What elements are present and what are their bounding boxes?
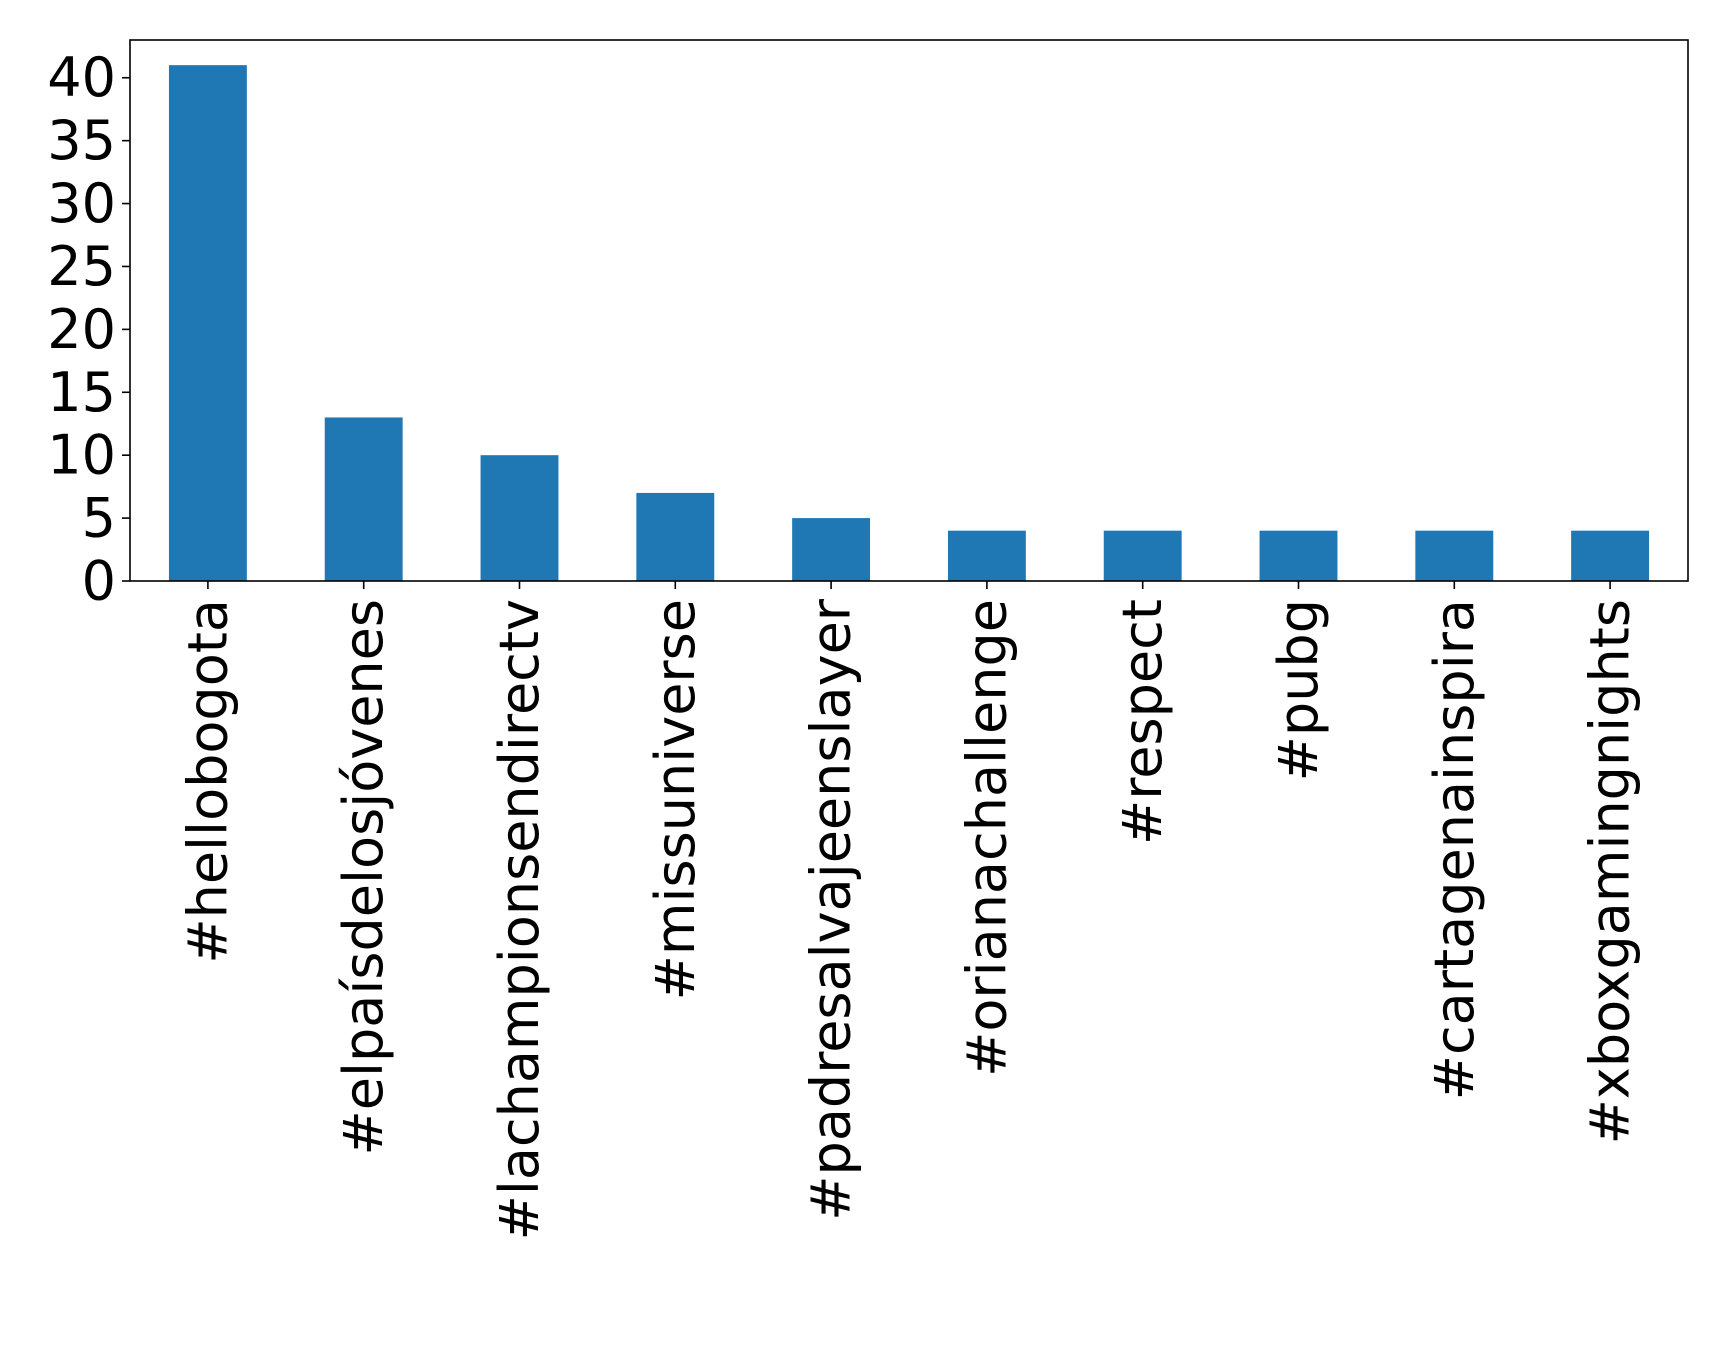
x-tick-label: #missuniverse — [644, 599, 707, 1000]
bar-3 — [636, 492, 715, 581]
x-tick-label: #lachampionsendirectv — [488, 599, 551, 1240]
y-tick-label: 10 — [47, 424, 116, 487]
x-tick-label: #pubg — [1267, 599, 1330, 781]
x-tick-label: #cartagenainspira — [1423, 599, 1486, 1100]
x-tick-label: #respect — [1111, 599, 1174, 845]
y-tick-label: 25 — [47, 235, 116, 298]
bar-2 — [480, 455, 559, 581]
bar-6 — [1103, 530, 1182, 581]
x-tick-label: #hellobogota — [176, 599, 239, 964]
bars-group — [168, 65, 1650, 582]
y-tick-label: 5 — [82, 487, 116, 550]
y-tick-label: 30 — [47, 172, 116, 235]
y-tick-label: 0 — [82, 550, 116, 613]
y-tick-label: 40 — [47, 46, 116, 109]
y-tick-label: 35 — [47, 109, 116, 172]
x-tick-label: #orianachallenge — [955, 599, 1018, 1077]
bar-8 — [1415, 530, 1494, 581]
plot-area-frame — [129, 39, 1689, 582]
bar-5 — [947, 530, 1026, 581]
y-tick-label: 15 — [47, 361, 116, 424]
x-tick-label: #elpaísdelosjóvenes — [332, 599, 395, 1155]
bar-1 — [324, 417, 403, 581]
bar-0 — [168, 65, 247, 582]
bar-4 — [792, 518, 871, 581]
x-axis-ticks: #hellobogota #elpaísdelosjóvenes #lachampi… — [176, 581, 1642, 1240]
x-tick-label: #padresalvajeenslayer — [800, 598, 863, 1220]
bar-7 — [1259, 530, 1338, 581]
y-tick-label: 20 — [47, 298, 116, 361]
x-tick-label: #xboxgamingnights — [1579, 599, 1642, 1144]
bar-9 — [1571, 530, 1650, 581]
